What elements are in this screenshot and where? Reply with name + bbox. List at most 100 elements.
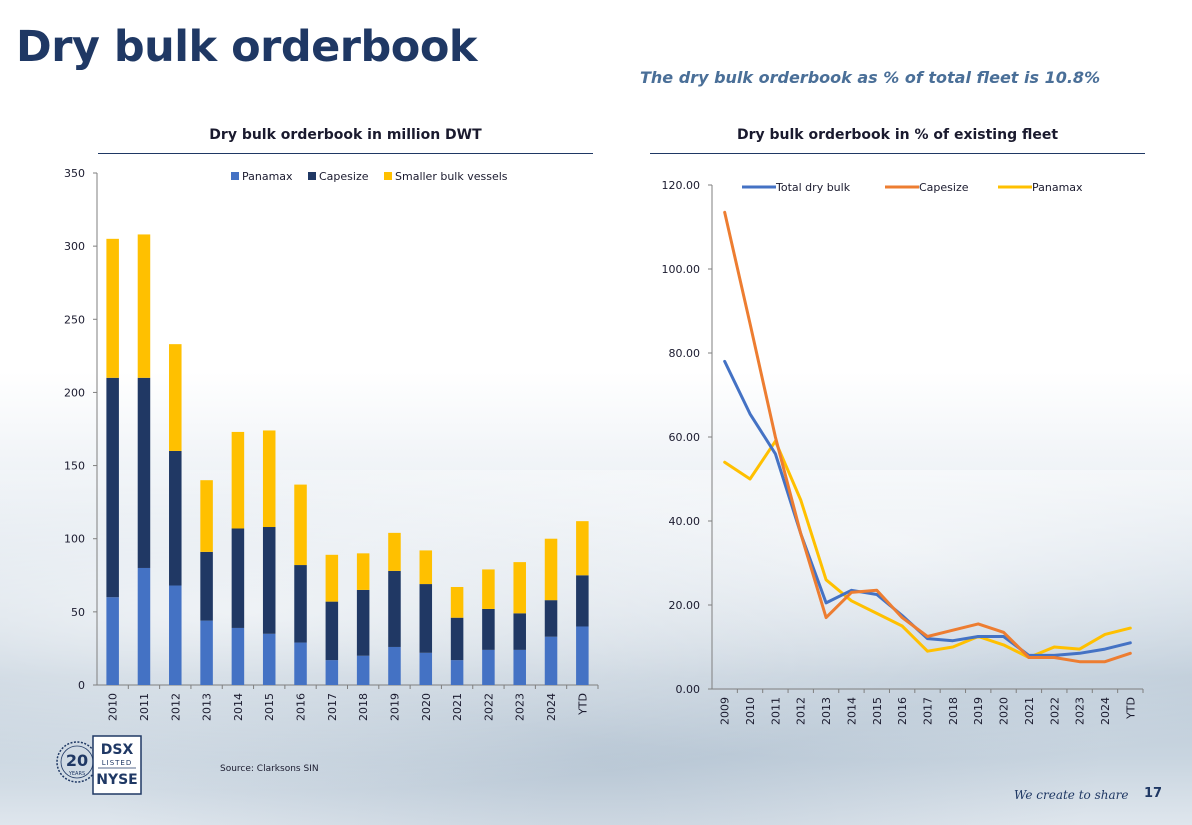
- bar-x-tick-label: 2013: [201, 693, 214, 721]
- bar-segment-capesize: [325, 601, 339, 661]
- bar-segment-capesize: [356, 589, 370, 656]
- line-y-tick-label: 60.00: [669, 431, 701, 444]
- bar-legend-swatch: [384, 172, 392, 180]
- line-y-tick-label: 120.00: [662, 179, 701, 192]
- bar-y-tick-label: 0: [78, 679, 85, 692]
- bar-segment-smaller-bulk-vessels: [200, 480, 213, 552]
- bar-segment-panamax: [419, 652, 433, 685]
- svg-text:DSX: DSX: [101, 742, 134, 758]
- bar-segment-panamax: [137, 567, 151, 685]
- bar-segment-smaller-bulk-vessels: [450, 586, 464, 618]
- footer-tagline: We create to share: [1014, 788, 1129, 802]
- bar-segment-smaller-bulk-vessels: [388, 532, 401, 571]
- bar-y-tick-label: 250: [64, 313, 85, 326]
- line-legend-label: Panamax: [1032, 181, 1083, 194]
- page-subtitle: The dry bulk orderbook as % of total fle…: [640, 68, 1101, 87]
- line-series-total-dry-bulk: [723, 359, 1132, 657]
- bar-chart-title-rule: [98, 153, 593, 154]
- bar-segment-panamax: [482, 649, 495, 685]
- bar-segment-smaller-bulk-vessels: [419, 550, 433, 585]
- line-x-tick-label: 2022: [1048, 697, 1061, 725]
- bar-segment-capesize: [450, 617, 464, 661]
- bar-segment-panamax: [106, 597, 119, 685]
- line-x-tick-label: 2018: [947, 697, 960, 725]
- bar-x-tick-label: 2020: [420, 693, 433, 721]
- line-x-tick-label: 2021: [1023, 697, 1036, 725]
- svg-text:LISTED: LISTED: [102, 759, 133, 767]
- bar-legend-swatch: [231, 172, 239, 180]
- bar-segment-panamax: [388, 646, 401, 685]
- bar-segment-smaller-bulk-vessels: [576, 521, 589, 576]
- line-y-tick-label: 40.00: [669, 515, 701, 528]
- bar-segment-capesize: [200, 551, 213, 621]
- bar-y-tick-label: 150: [64, 460, 85, 473]
- bar-y-tick-label: 50: [71, 606, 85, 619]
- bar-x-tick-label: 2015: [263, 693, 276, 721]
- line-series-capesize: [723, 210, 1132, 664]
- line-x-tick-label: 2009: [719, 697, 732, 725]
- bar-segment-smaller-bulk-vessels: [544, 538, 558, 601]
- bar-segment-smaller-bulk-vessels: [325, 554, 339, 602]
- bar-segment-panamax: [576, 626, 589, 685]
- bar-segment-smaller-bulk-vessels: [513, 562, 526, 614]
- line-legend-label: Capesize: [919, 181, 969, 194]
- bar-segment-capesize: [576, 575, 589, 627]
- line-x-tick-label: 2020: [998, 697, 1011, 725]
- bar-segment-capesize: [137, 377, 151, 568]
- svg-text:NYSE: NYSE: [96, 772, 138, 788]
- line-y-tick-label: 100.00: [662, 263, 701, 276]
- bar-y-tick-label: 200: [64, 386, 85, 399]
- line-legend-label: Total dry bulk: [775, 181, 851, 194]
- line-x-tick-label: 2012: [795, 697, 808, 725]
- line-x-tick-label: 2010: [744, 697, 757, 725]
- bar-segment-panamax: [294, 642, 307, 685]
- bar-segment-panamax: [325, 660, 339, 685]
- bar-segment-capesize: [419, 584, 433, 653]
- bar-segment-smaller-bulk-vessels: [231, 431, 245, 529]
- bar-x-tick-label: 2014: [232, 693, 245, 721]
- bar-segment-panamax: [169, 585, 182, 685]
- bar-legend-label: Smaller bulk vessels: [395, 170, 508, 183]
- line-y-tick-label: 80.00: [669, 347, 701, 360]
- bar-segment-panamax: [513, 649, 526, 685]
- bar-segment-smaller-bulk-vessels: [356, 553, 370, 590]
- bar-y-tick-label: 300: [64, 240, 85, 253]
- bar-x-tick-label: 2018: [357, 693, 370, 721]
- bar-segment-smaller-bulk-vessels: [137, 234, 151, 378]
- bar-segment-smaller-bulk-vessels: [106, 238, 119, 378]
- bar-segment-panamax: [544, 636, 558, 685]
- bar-segment-capesize: [106, 377, 119, 598]
- dsx-nyse-logo: 20 YEARS DSX LISTED NYSE: [55, 732, 145, 796]
- svg-text:YEARS: YEARS: [68, 771, 85, 777]
- bar-segment-capesize: [513, 613, 526, 650]
- bar-x-tick-label: 2017: [326, 693, 339, 721]
- bar-segment-capesize: [231, 528, 245, 628]
- bar-segment-panamax: [356, 655, 370, 685]
- line-chart-title-rule: [650, 153, 1145, 154]
- bar-x-tick-label: 2011: [138, 693, 151, 721]
- bar-legend-swatch: [308, 172, 316, 180]
- line-x-tick-label: 2016: [896, 697, 909, 725]
- line-x-tick-label: 2024: [1099, 697, 1112, 725]
- bar-segment-capesize: [388, 570, 401, 647]
- bar-segment-smaller-bulk-vessels: [294, 484, 307, 566]
- bar-x-tick-label: 2019: [388, 693, 401, 721]
- bar-x-tick-label: 2024: [545, 693, 558, 721]
- line-x-tick-label: 2023: [1074, 697, 1087, 725]
- bar-segment-smaller-bulk-vessels: [262, 430, 276, 528]
- bar-legend-label: Capesize: [319, 170, 369, 183]
- line-x-tick-label: 2019: [972, 697, 985, 725]
- bar-legend-label: Panamax: [242, 170, 293, 183]
- bar-chart-title: Dry bulk orderbook in million DWT: [209, 127, 482, 143]
- line-x-tick-label: 2013: [820, 697, 833, 725]
- bar-segment-panamax: [231, 627, 245, 685]
- bar-segment-smaller-bulk-vessels: [482, 569, 495, 609]
- bar-segment-panamax: [450, 660, 464, 685]
- bar-x-tick-label: 2022: [482, 693, 495, 721]
- bar-x-tick-label: 2010: [107, 693, 120, 721]
- line-x-tick-label: 2011: [769, 697, 782, 725]
- line-y-tick-label: 0.00: [676, 683, 701, 696]
- bar-segment-capesize: [294, 565, 307, 643]
